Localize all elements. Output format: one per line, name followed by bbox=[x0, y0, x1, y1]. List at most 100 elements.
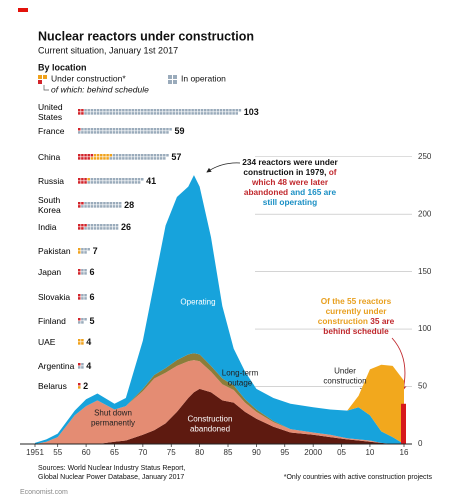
waffle-square bbox=[78, 109, 81, 112]
waffle-square bbox=[141, 128, 144, 131]
waffle-square bbox=[81, 342, 84, 345]
waffle-square bbox=[131, 128, 135, 131]
waffle-square bbox=[166, 112, 169, 115]
waffle-square bbox=[134, 154, 138, 157]
waffle-square bbox=[115, 154, 119, 157]
waffle-square bbox=[159, 128, 163, 131]
waffle-square bbox=[81, 224, 84, 227]
x-tick-label: 1951 bbox=[26, 448, 44, 457]
waffle-square bbox=[103, 109, 106, 112]
waffle-square bbox=[219, 109, 223, 112]
waffle-square bbox=[175, 109, 179, 112]
waffle-square bbox=[90, 205, 94, 208]
waffle-square bbox=[188, 112, 191, 115]
waffle-square bbox=[93, 128, 97, 131]
waffle-square bbox=[87, 112, 90, 115]
waffle-square bbox=[87, 202, 90, 205]
waffle-square bbox=[204, 112, 207, 115]
x-tick-label: 95 bbox=[280, 448, 289, 457]
waffle-square bbox=[115, 128, 119, 131]
waffle-square bbox=[106, 227, 109, 230]
waffle-square bbox=[159, 109, 163, 112]
waffle-square bbox=[78, 321, 81, 324]
waffle-square bbox=[81, 154, 84, 157]
waffle-square bbox=[78, 181, 81, 184]
waffle-square bbox=[137, 112, 141, 115]
waffle-square bbox=[118, 181, 122, 184]
waffle-square bbox=[78, 339, 81, 342]
waffle-square bbox=[109, 202, 112, 205]
waffle-square bbox=[84, 205, 87, 208]
waffle-square bbox=[229, 112, 232, 115]
waffle-square bbox=[128, 109, 131, 112]
waffle-square bbox=[112, 109, 116, 112]
waffle-square bbox=[96, 202, 100, 205]
waffle-square bbox=[181, 112, 185, 115]
waffle-square bbox=[125, 154, 128, 157]
waffle-square bbox=[122, 109, 125, 112]
waffle-square bbox=[100, 109, 103, 112]
waffle-square bbox=[144, 112, 147, 115]
waffle-square bbox=[78, 383, 81, 386]
waffle-square bbox=[112, 202, 116, 205]
x-tick-label: 05 bbox=[337, 448, 346, 457]
waffle-square bbox=[153, 154, 157, 157]
waffle-square bbox=[134, 109, 138, 112]
subtitle: Current situation, January 1st 2017 bbox=[38, 45, 178, 55]
waffle-square bbox=[78, 342, 81, 345]
waffle-square bbox=[84, 181, 87, 184]
waffle-square bbox=[90, 112, 94, 115]
total-label: 57 bbox=[171, 152, 181, 162]
waffle-square bbox=[87, 109, 90, 112]
waffle-square bbox=[87, 205, 90, 208]
waffle-square bbox=[100, 157, 103, 160]
waffle-square bbox=[78, 178, 81, 181]
waffle-square bbox=[166, 154, 169, 157]
waffle-square bbox=[84, 224, 87, 227]
x-tick-label: 75 bbox=[167, 448, 176, 457]
waffle-square bbox=[118, 205, 122, 208]
waffle-square bbox=[118, 157, 122, 160]
waffle-square bbox=[163, 109, 166, 112]
waffle-square bbox=[141, 178, 144, 181]
waffle-square bbox=[106, 109, 109, 112]
behind-schedule-bar bbox=[401, 403, 406, 444]
waffle-square bbox=[87, 181, 90, 184]
waffle-square bbox=[93, 131, 97, 134]
waffle-square bbox=[78, 294, 81, 297]
legend-swatch bbox=[43, 75, 47, 79]
waffle-square bbox=[188, 109, 191, 112]
x-tick-label: 85 bbox=[224, 448, 233, 457]
waffle-square bbox=[90, 131, 94, 134]
waffle-square bbox=[90, 157, 94, 160]
waffle-square bbox=[159, 157, 163, 160]
waffle-square bbox=[204, 109, 207, 112]
waffle-square bbox=[128, 128, 131, 131]
waffle-square bbox=[84, 112, 87, 115]
x-tick-label: 65 bbox=[110, 448, 119, 457]
waffle-square bbox=[128, 131, 131, 134]
waffle-square bbox=[106, 112, 109, 115]
waffle-square bbox=[103, 157, 106, 160]
waffle-square bbox=[87, 131, 90, 134]
waffle-square bbox=[150, 154, 153, 157]
waffle-square bbox=[103, 227, 106, 230]
waffle-square bbox=[118, 128, 122, 131]
waffle-square bbox=[191, 112, 194, 115]
waffle-square bbox=[226, 112, 229, 115]
waffle-square bbox=[210, 109, 213, 112]
waffle-square bbox=[93, 109, 97, 112]
waffle-square bbox=[112, 205, 116, 208]
waffle-square bbox=[141, 154, 144, 157]
waffle-square bbox=[109, 178, 112, 181]
waffle-square bbox=[169, 112, 172, 115]
waffle-square bbox=[112, 131, 116, 134]
brand-tag bbox=[18, 8, 28, 12]
waffle-square bbox=[103, 154, 106, 157]
waffle-square bbox=[112, 112, 116, 115]
waffle-square bbox=[200, 112, 204, 115]
waffle-square bbox=[156, 128, 160, 131]
waffle-square bbox=[122, 128, 125, 131]
waffle-square bbox=[125, 178, 128, 181]
